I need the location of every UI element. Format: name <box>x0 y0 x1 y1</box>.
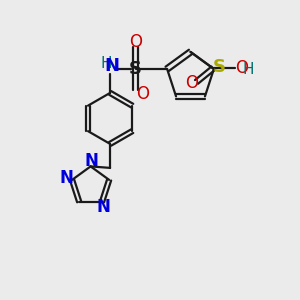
Text: O: O <box>136 85 150 103</box>
Text: N: N <box>84 152 98 170</box>
Text: N: N <box>97 198 110 216</box>
Text: H: H <box>242 61 254 76</box>
Text: H: H <box>101 56 112 71</box>
Text: S: S <box>129 60 142 78</box>
Text: N: N <box>104 58 119 76</box>
Text: N: N <box>59 169 73 188</box>
Text: S: S <box>213 58 226 76</box>
Text: O: O <box>129 34 142 52</box>
Text: O: O <box>235 58 248 76</box>
Text: O: O <box>185 74 198 92</box>
